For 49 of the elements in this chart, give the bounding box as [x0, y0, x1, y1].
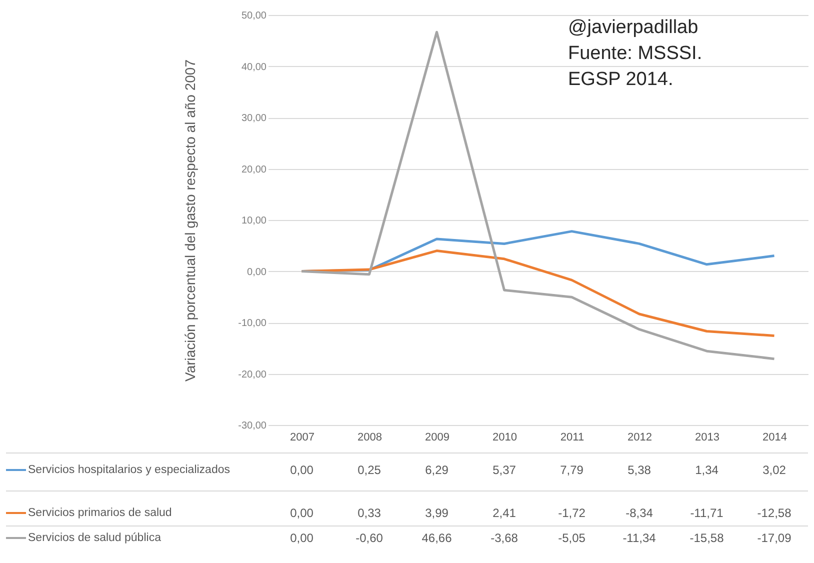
x-tick-label: 2007: [290, 432, 314, 444]
y-tick-label: 30,00: [241, 113, 267, 124]
data-label: 1,34: [695, 463, 719, 477]
y-tick-label: -20,00: [238, 369, 267, 380]
data-label: 6,29: [425, 463, 449, 477]
y-tick-label: 40,00: [241, 62, 267, 73]
data-label: 2,41: [492, 506, 516, 520]
legend-label: Servicios primarios de salud: [28, 507, 172, 519]
data-label: 5,38: [628, 463, 652, 477]
data-label: 0,00: [290, 463, 314, 477]
x-tick-label: 2014: [762, 432, 787, 444]
y-tick-label: 50,00: [241, 10, 267, 22]
data-label: -15,58: [690, 531, 724, 545]
annotation: @javierpadillab: [568, 17, 698, 38]
data-label: 3,99: [425, 506, 449, 520]
data-label: -1,72: [558, 506, 586, 520]
annotation: EGSP 2014.: [568, 69, 674, 90]
y-axis-title: Variación porcentual del gasto respecto al año 2007: [182, 59, 198, 382]
legend-label: Servicios de salud pública: [28, 532, 162, 544]
data-label: 0,00: [290, 506, 314, 520]
data-label: -11,34: [622, 531, 656, 545]
x-tick-label: 2010: [492, 432, 517, 444]
x-tick-label: 2008: [358, 432, 382, 444]
x-tick-label: 2013: [695, 432, 720, 444]
data-label: -12,58: [757, 506, 792, 520]
legend-label: Servicios hospitalarios y especializados: [28, 464, 230, 476]
y-tick-label: 0,00: [247, 266, 267, 278]
data-label: 0,25: [358, 463, 382, 477]
data-label: 5,37: [492, 463, 516, 477]
data-label: 46,66: [422, 531, 452, 545]
data-label: -0,60: [356, 531, 384, 545]
y-tick-label: -30,00: [238, 420, 267, 432]
data-label: 0,00: [290, 531, 314, 545]
data-label: -11,71: [690, 506, 724, 520]
x-tick-label: 2011: [560, 432, 584, 444]
x-tick-label: 2009: [425, 432, 450, 444]
data-label: 7,79: [560, 463, 584, 477]
data-label: -8,34: [626, 506, 654, 520]
data-label: -5,05: [558, 531, 586, 545]
annotation: Fuente: MSSSI.: [568, 43, 702, 64]
line-series: [300, 250, 776, 337]
y-tick-label: 20,00: [241, 164, 267, 176]
data-label: 3,02: [762, 463, 786, 477]
y-tick-label: 10,00: [241, 216, 267, 226]
data-label: 0,33: [358, 506, 382, 520]
y-tick-label: -10,00: [238, 318, 267, 329]
data-label: -3,68: [490, 531, 518, 545]
x-tick-label: 2012: [628, 432, 652, 444]
data-label: -17,09: [757, 531, 792, 545]
